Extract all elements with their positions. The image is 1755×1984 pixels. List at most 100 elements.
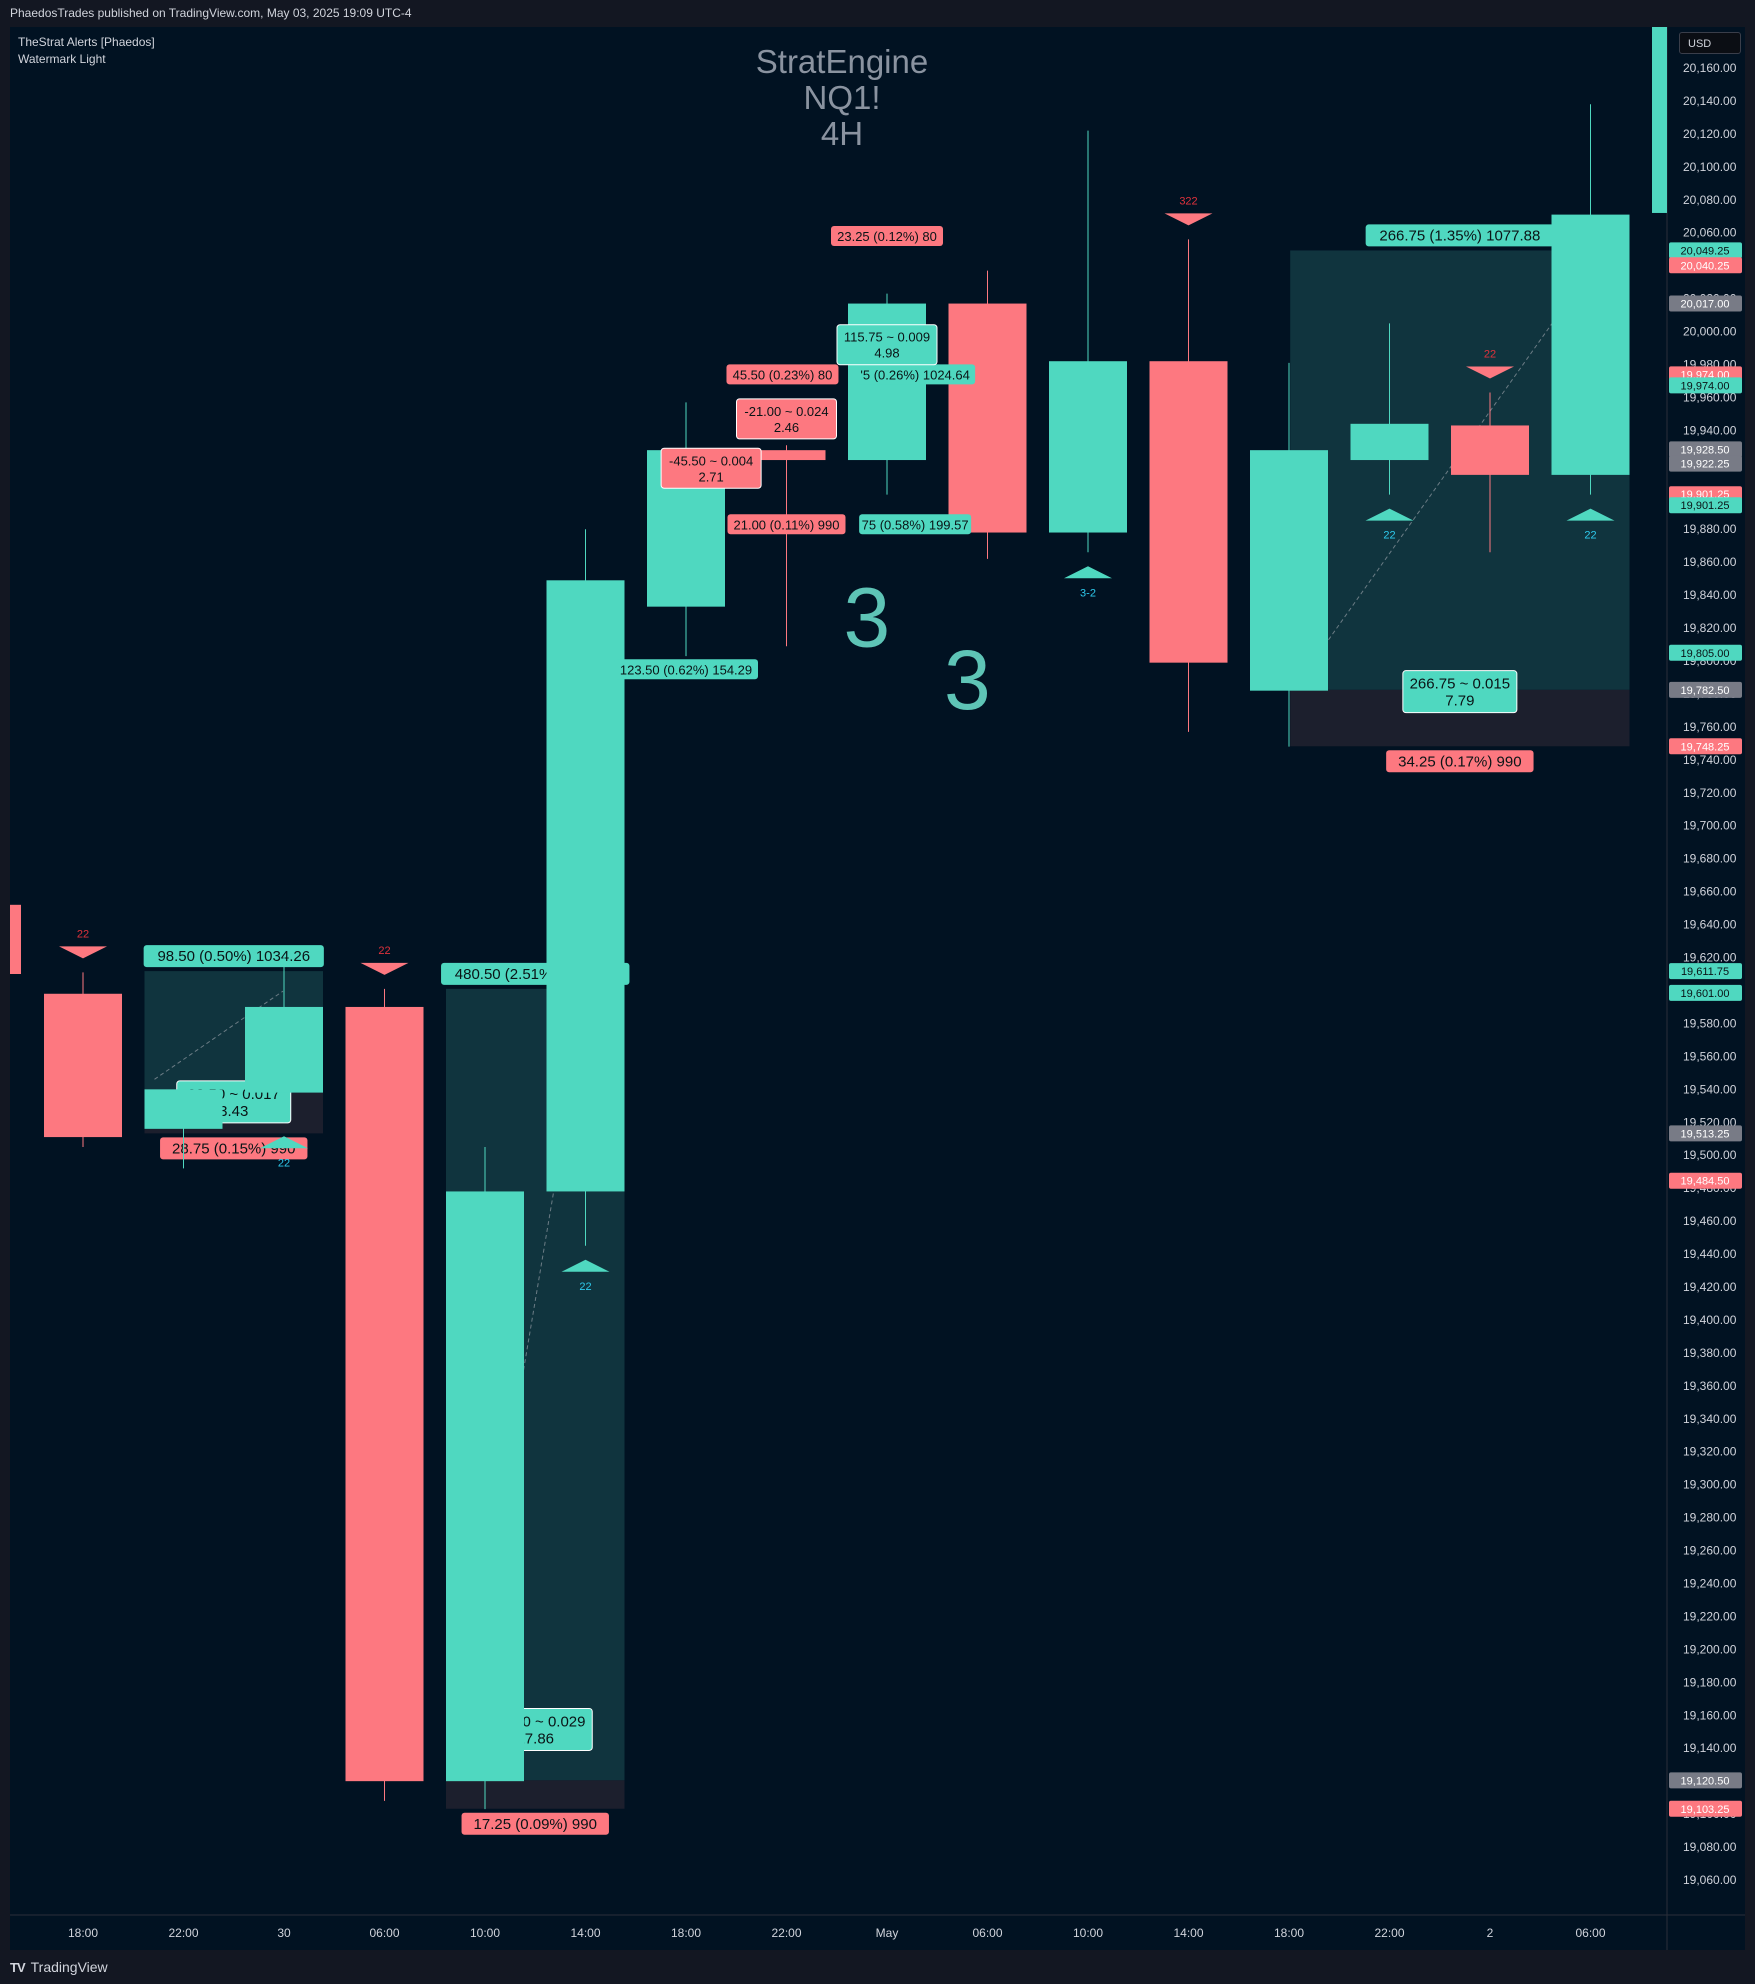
time-axis[interactable] (10, 1915, 1745, 1950)
price-tick-label: 19,540.00 (1683, 1082, 1737, 1096)
candle-body[interactable] (546, 580, 625, 1192)
trade-stats-line2: 2.46 (774, 420, 799, 435)
price-tag-bg (1669, 441, 1742, 458)
price-tick-label: 20,160.00 (1683, 61, 1737, 75)
candle-body[interactable] (1350, 423, 1429, 461)
indicator-legend[interactable]: TheStrat Alerts [Phaedos] Watermark Ligh… (18, 34, 155, 68)
candle-body[interactable] (948, 303, 1027, 533)
position-risk-zone[interactable] (446, 1780, 625, 1809)
price-tag-bg (1669, 242, 1742, 259)
currency-selector[interactable]: USD (1679, 32, 1741, 54)
candle-body[interactable] (1451, 425, 1529, 475)
trade-label: 23.25 (0.12%) 80 (837, 229, 937, 244)
trade-label: '5 (0.26%) 1024.64 (860, 367, 969, 382)
candle-body[interactable] (446, 1191, 524, 1782)
price-tick-label: 19,640.00 (1683, 918, 1737, 932)
indicator-name[interactable]: TheStrat Alerts [Phaedos] (18, 35, 155, 49)
trade-stats-line1: -45.50 ~ 0.004 (669, 453, 753, 468)
trade-label: 123.50 (0.62%) 154.29 (620, 662, 752, 677)
price-tick-label: 19,300.00 (1683, 1478, 1737, 1492)
price-tick-label: 19,500.00 (1683, 1148, 1737, 1162)
signal-label: 22 (579, 1281, 591, 1293)
publisher-text: PhaedosTrades published on TradingView.c… (10, 6, 412, 20)
candle-body[interactable] (44, 993, 122, 1138)
price-tick-label: 19,580.00 (1683, 1016, 1737, 1030)
price-tick-label: 19,460.00 (1683, 1214, 1737, 1228)
price-tag: 19,928.50 (1681, 444, 1730, 456)
signal-up-arrow-icon[interactable] (1365, 508, 1414, 521)
price-tick-label: 19,740.00 (1683, 753, 1737, 767)
price-tick-label: 19,720.00 (1683, 786, 1737, 800)
price-tag: 19,901.25 (1681, 500, 1730, 512)
time-tick-label: 14:00 (570, 1926, 600, 1940)
position-stats-line2: 27.86 (516, 1730, 554, 1747)
position-path (154, 990, 284, 1080)
signal-up-arrow-icon[interactable] (561, 1259, 610, 1272)
tradingview-logo[interactable]: TV TradingView (10, 1959, 108, 1975)
signal-down-arrow-icon[interactable] (1466, 366, 1514, 379)
price-tag-bg (1669, 257, 1742, 274)
candle-body[interactable] (1250, 450, 1328, 691)
price-tag: 19,611.75 (1681, 966, 1729, 978)
position-target-label: 266.75 (1.35%) 1077.88 (1379, 227, 1540, 244)
candle-body[interactable] (1551, 214, 1630, 475)
price-tick-label: 19,620.00 (1683, 951, 1737, 965)
signal-label: 3-2 (1080, 587, 1096, 599)
signal-label: 22 (278, 1157, 290, 1169)
price-tick-label: 19,240.00 (1683, 1576, 1737, 1590)
signal-up-arrow-icon[interactable] (1064, 566, 1112, 579)
partial-bar-right (1652, 27, 1667, 213)
time-tick-label: 18:00 (671, 1926, 701, 1940)
signal-up-arrow-icon[interactable] (1566, 508, 1615, 521)
signal-down-arrow-icon[interactable] (1164, 213, 1213, 226)
signal-up-arrow-icon[interactable] (260, 1136, 308, 1149)
position-stop-label: 28.75 (0.15%) 990 (172, 1140, 295, 1157)
price-tag-bg (1669, 295, 1742, 312)
price-tag: 19,513.25 (1681, 1128, 1730, 1140)
trade-label-bg (855, 364, 976, 385)
time-tick-label: 22:00 (1374, 1926, 1404, 1940)
price-tick-label: 19,220.00 (1683, 1609, 1737, 1623)
price-tag: 19,103.25 (1681, 1804, 1730, 1816)
candle-body[interactable] (245, 1006, 323, 1093)
candle-body[interactable] (144, 1089, 223, 1129)
signal-down-arrow-icon[interactable] (360, 962, 409, 975)
position-stats-line2: 7.79 (1445, 693, 1474, 710)
time-tick-label: 06:00 (972, 1926, 1002, 1940)
price-tick-label: 19,820.00 (1683, 621, 1737, 635)
price-tag-bg (1669, 1800, 1742, 1817)
watermark-style-name[interactable]: Watermark Light (18, 52, 106, 66)
price-tick-label: 19,140.00 (1683, 1741, 1737, 1755)
price-tick-label: 19,180.00 (1683, 1675, 1737, 1689)
candle-body[interactable] (1149, 361, 1228, 663)
signal-down-arrow-icon[interactable] (59, 946, 107, 959)
position-target-label-bg (143, 945, 324, 968)
time-tick-label: 06:00 (369, 1926, 399, 1940)
time-tick-label: 30 (277, 1926, 291, 1940)
price-tag: 20,017.00 (1681, 299, 1730, 311)
candle-body[interactable] (345, 1006, 424, 1782)
signal-label: 22 (77, 928, 89, 940)
footer-bar: TV TradingView (0, 1950, 1755, 1984)
strat-scenario-label: 3 (944, 633, 991, 727)
trade-label: 21.00 (0.11%) 990 (734, 517, 840, 532)
signal-label: 22 (1383, 530, 1395, 542)
candle-body[interactable] (747, 450, 826, 461)
price-tag: 20,040.25 (1681, 260, 1730, 272)
position-stats-line1: 266.75 ~ 0.015 (1410, 676, 1511, 693)
price-tag: 19,922.25 (1681, 459, 1730, 471)
price-tag: 19,484.50 (1681, 1176, 1730, 1188)
price-tick-label: 19,960.00 (1683, 390, 1737, 404)
publisher-bar: PhaedosTrades published on TradingView.c… (0, 0, 1755, 27)
price-tag: 19,601.00 (1681, 988, 1730, 1000)
price-tag-bg (1669, 984, 1742, 1001)
trade-stats-box (736, 398, 837, 440)
time-tick-label: 2 (1487, 1926, 1494, 1940)
signal-label: 22 (378, 945, 390, 957)
position-stop-label: 34.25 (0.17%) 990 (1398, 753, 1521, 770)
candle-body[interactable] (1049, 361, 1127, 533)
position-stop-label-bg (160, 1137, 308, 1160)
tradingview-icon: TV (10, 1959, 26, 1975)
price-tag: 19,748.25 (1681, 741, 1730, 753)
